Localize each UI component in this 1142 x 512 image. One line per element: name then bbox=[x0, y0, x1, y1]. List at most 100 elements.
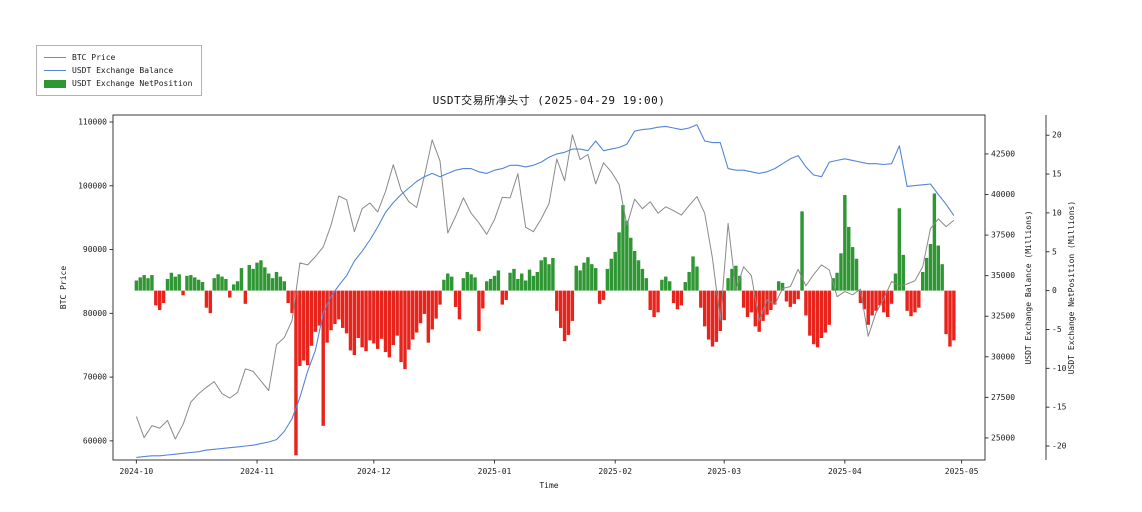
netposition-bar bbox=[364, 290, 368, 352]
netposition-bar bbox=[629, 237, 633, 291]
netposition-tick-label: 10 bbox=[1052, 208, 1062, 217]
netposition-bar bbox=[761, 290, 765, 321]
netposition-bar bbox=[142, 275, 146, 291]
netposition-bar bbox=[512, 268, 516, 291]
netposition-bar bbox=[679, 290, 684, 306]
balance-line-sample-icon bbox=[44, 70, 66, 71]
netposition-bar bbox=[426, 290, 431, 343]
netposition-bar bbox=[348, 290, 353, 351]
netposition-bar bbox=[905, 290, 909, 311]
netposition-tick-label: -20 bbox=[1052, 442, 1067, 451]
x-tick-label: 2025-02 bbox=[598, 467, 632, 476]
netposition-bar bbox=[621, 205, 625, 291]
netposition-bar bbox=[776, 281, 781, 291]
netposition-bar bbox=[917, 290, 921, 308]
netposition-bar bbox=[656, 290, 660, 313]
netposition-bar bbox=[765, 290, 769, 315]
netposition-bar bbox=[718, 290, 722, 332]
netposition-bar bbox=[874, 290, 878, 311]
netposition-tick-label: 20 bbox=[1052, 131, 1062, 140]
netposition-bar bbox=[200, 282, 205, 291]
netposition-bar bbox=[640, 268, 645, 291]
netposition-bar bbox=[722, 290, 726, 321]
netposition-bar bbox=[901, 254, 905, 291]
netposition-bar bbox=[878, 290, 882, 306]
netposition-bar bbox=[286, 290, 290, 304]
netposition-bar bbox=[434, 290, 438, 319]
netposition-bar bbox=[267, 273, 271, 291]
x-tick-label: 2024-12 bbox=[357, 467, 391, 476]
netposition-bar bbox=[231, 284, 236, 291]
netposition-bar bbox=[862, 290, 867, 310]
netposition-bar bbox=[699, 290, 703, 308]
netposition-bar bbox=[196, 279, 201, 291]
balance-tick-label: 35000 bbox=[991, 271, 1015, 280]
left-axis-label: BTC Price bbox=[59, 266, 68, 310]
price-tick-label: 100000 bbox=[78, 181, 107, 190]
price-tick-label: 70000 bbox=[83, 373, 107, 382]
x-tick-label: 2025-01 bbox=[478, 467, 512, 476]
netposition-bar bbox=[566, 290, 571, 335]
netposition-bar bbox=[492, 275, 497, 291]
netposition-bar bbox=[804, 290, 808, 316]
netposition-bar bbox=[932, 193, 937, 291]
netposition-bar bbox=[710, 290, 715, 347]
netposition-bar bbox=[738, 275, 742, 291]
netposition-bar bbox=[924, 257, 929, 291]
netposition-bar bbox=[243, 290, 248, 304]
netposition-bar bbox=[294, 290, 298, 456]
price-tick-label: 110000 bbox=[78, 118, 107, 127]
netposition-bar bbox=[551, 257, 555, 291]
netposition-bar bbox=[854, 258, 859, 291]
balance-tick-label: 32500 bbox=[991, 312, 1015, 321]
netposition-bar bbox=[944, 290, 948, 335]
legend: BTC Price USDT Exchange Balance USDT Exc… bbox=[36, 45, 203, 96]
netposition-bar bbox=[706, 290, 711, 340]
netposition-bar bbox=[547, 264, 551, 291]
netposition-bar bbox=[741, 290, 746, 308]
netposition-bar bbox=[586, 257, 590, 291]
netposition-bar bbox=[543, 257, 547, 291]
netposition-bar bbox=[220, 276, 224, 291]
netposition-bar bbox=[340, 290, 345, 328]
netposition-bar bbox=[337, 290, 341, 320]
x-axis-label: Time bbox=[539, 481, 558, 490]
balance-axis-label: USDT Exchange Balance (Millions) bbox=[1024, 210, 1033, 364]
netposition-bar bbox=[749, 290, 754, 313]
netposition-bar bbox=[597, 290, 602, 304]
netposition-bar bbox=[523, 280, 528, 291]
netposition-bar bbox=[356, 290, 360, 339]
netposition-bar bbox=[808, 290, 812, 336]
netposition-bar bbox=[317, 290, 322, 326]
netposition-bar bbox=[753, 290, 758, 327]
netposition-bar bbox=[773, 290, 777, 305]
netposition-bar bbox=[333, 290, 337, 325]
netposition-bar bbox=[687, 271, 691, 291]
netposition-bar bbox=[216, 274, 220, 291]
netposition-bar bbox=[562, 290, 567, 342]
netposition-bar bbox=[858, 290, 863, 304]
netposition-bar bbox=[255, 262, 259, 291]
netposition-bar bbox=[481, 290, 485, 309]
netposition-bar bbox=[372, 290, 376, 344]
price-tick-label: 90000 bbox=[83, 245, 107, 254]
x-tick-label: 2024-10 bbox=[119, 467, 153, 476]
netposition-bar bbox=[819, 290, 824, 339]
netposition-bar bbox=[228, 290, 232, 298]
netposition-bar bbox=[866, 290, 870, 325]
netposition-bar bbox=[193, 277, 197, 291]
netposition-bar bbox=[477, 290, 481, 332]
netposition-bar bbox=[391, 290, 395, 345]
netposition-bar bbox=[263, 267, 267, 291]
netposition-bar bbox=[889, 290, 894, 304]
netposition-bar bbox=[321, 290, 325, 426]
netposition-bar bbox=[500, 290, 504, 305]
netposition-bar bbox=[885, 290, 890, 318]
balance-tick-label: 40000 bbox=[991, 190, 1015, 199]
netposition-bar bbox=[387, 290, 392, 358]
chart-title: USDT交易所净头寸 (2025-04-29 19:00) bbox=[432, 94, 666, 107]
netposition-bar bbox=[695, 266, 699, 291]
netposition-bar bbox=[613, 251, 617, 291]
